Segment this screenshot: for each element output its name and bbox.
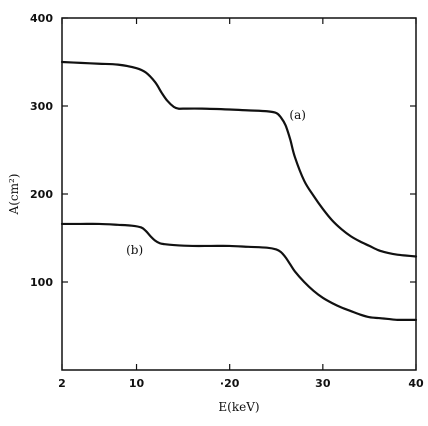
series-label-b: (b) bbox=[126, 243, 143, 257]
x-tick-label: ·20 bbox=[220, 377, 240, 390]
plot-frame bbox=[61, 17, 417, 371]
x-tick-label: 10 bbox=[129, 377, 145, 390]
y-tick-label: 200 bbox=[30, 188, 53, 201]
x-tick-label: 30 bbox=[315, 377, 331, 390]
axis-tick-labels: 2 10 ·20 30 40 100 200 300 400 bbox=[30, 12, 424, 390]
y-axis-title: A(cm²) bbox=[7, 174, 21, 216]
y-tick-label: 100 bbox=[30, 276, 53, 289]
x-tick-label: 40 bbox=[408, 377, 424, 390]
x-axis-title: E(keV) bbox=[218, 400, 259, 414]
series-line-b bbox=[60, 222, 418, 322]
x-tick-label: 2 bbox=[58, 377, 66, 390]
y-tick-label: 300 bbox=[30, 100, 53, 113]
series-line-a bbox=[60, 60, 418, 258]
series-labels: (a) (b) bbox=[126, 108, 306, 257]
series-lines bbox=[60, 60, 418, 322]
series-label-a: (a) bbox=[289, 108, 306, 122]
axis-ticks bbox=[61, 17, 417, 370]
y-tick-label: 400 bbox=[30, 12, 53, 25]
